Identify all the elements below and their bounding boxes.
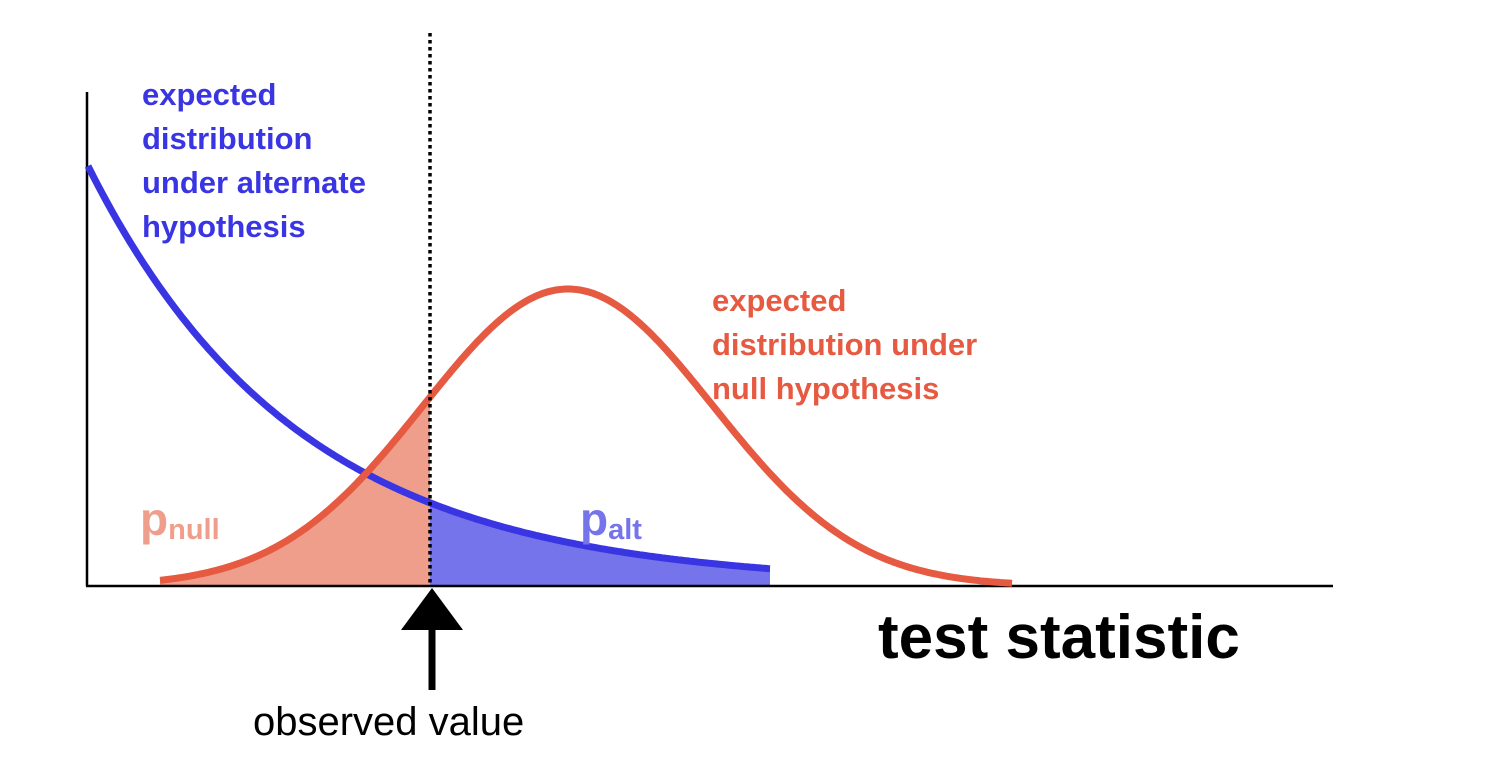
p-null-subscript: null bbox=[168, 514, 220, 546]
alternate-label-line: distribution bbox=[142, 121, 312, 156]
null-label-line: null hypothesis bbox=[712, 371, 939, 406]
null-label-line: distribution under bbox=[712, 327, 977, 362]
p-null-area bbox=[160, 397, 430, 586]
null-distribution-curve bbox=[159, 285, 1013, 587]
alternate-label-line: hypothesis bbox=[142, 209, 306, 244]
p-alt-main: p bbox=[580, 493, 608, 545]
alternate-label-line: under alternate bbox=[142, 165, 366, 200]
p-alt-label: palt bbox=[580, 493, 642, 546]
null-label: expected distribution under null hypothe… bbox=[712, 283, 986, 406]
p-null-label: pnull bbox=[140, 493, 220, 546]
alternate-label-line: expected bbox=[142, 77, 276, 112]
observed-value-label: observed value bbox=[253, 700, 524, 744]
p-null-main: p bbox=[140, 493, 168, 545]
x-axis-title: test statistic bbox=[878, 603, 1240, 672]
p-alt-area bbox=[430, 502, 770, 586]
observed-arrow-head bbox=[401, 588, 463, 630]
p-alt-subscript: alt bbox=[608, 514, 642, 546]
alternate-label: expected distribution under alternate hy… bbox=[142, 77, 375, 244]
null-label-line: expected bbox=[712, 283, 846, 318]
